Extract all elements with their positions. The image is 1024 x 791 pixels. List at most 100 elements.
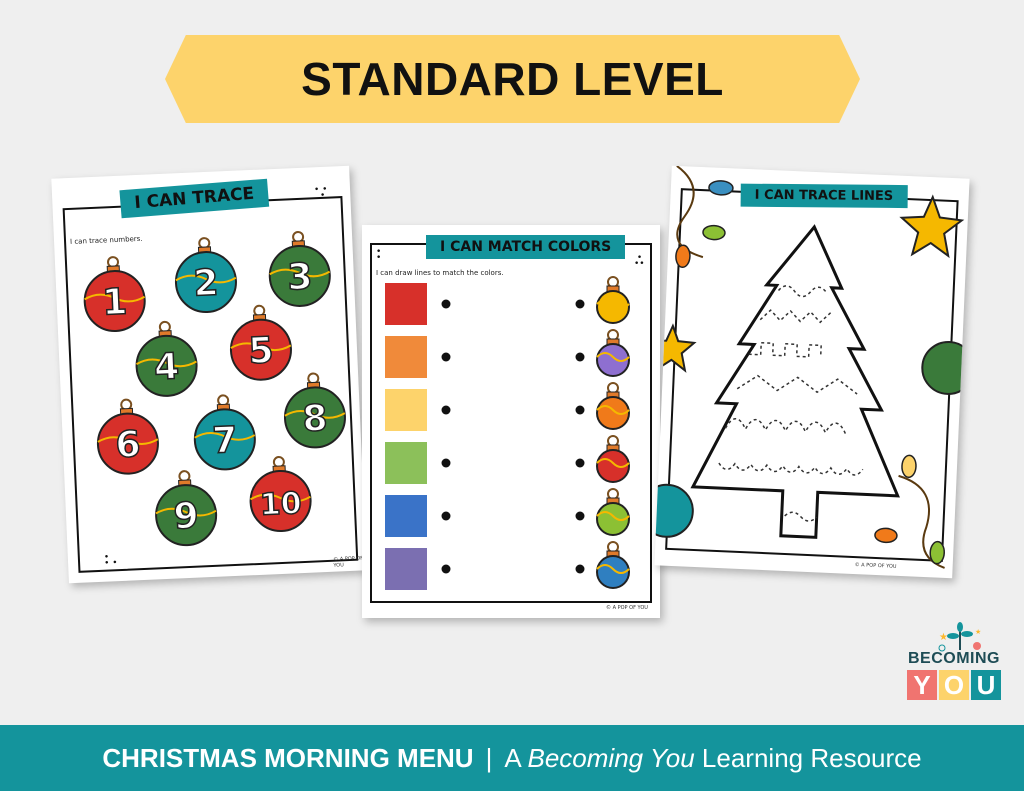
trace-number: 6 bbox=[115, 424, 142, 466]
ornament-wave bbox=[596, 511, 630, 521]
ornament-wave bbox=[97, 436, 159, 445]
footer-prefix: A bbox=[504, 742, 528, 773]
light-bulb-icon bbox=[702, 224, 726, 241]
color-ornament bbox=[596, 382, 630, 430]
trace-number: 1 bbox=[101, 282, 128, 324]
light-bulb-icon bbox=[901, 454, 917, 479]
ornament-wave bbox=[155, 507, 217, 517]
star-icon bbox=[899, 194, 965, 259]
number-ornament: 2 bbox=[174, 237, 237, 314]
ornament-wave bbox=[596, 405, 630, 415]
logo-letter: U bbox=[971, 670, 1001, 700]
becoming-you-logo: ★ ★ BECOMING Y O U bbox=[905, 622, 1005, 702]
number-ornament: 4 bbox=[135, 320, 198, 397]
ornament-wave bbox=[596, 564, 630, 574]
color-ornament bbox=[596, 541, 630, 589]
ornament-ball bbox=[193, 408, 256, 471]
sheet-instruction: I can draw lines to match the colors. bbox=[376, 269, 504, 277]
ornament-wave bbox=[269, 268, 331, 278]
footer-separator: | bbox=[485, 742, 493, 773]
trace-number: 9 bbox=[173, 496, 200, 538]
dots-decoration: • • bbox=[376, 247, 382, 263]
number-ornament: 6 bbox=[96, 398, 159, 475]
worksheet-trace-numbers: I CAN TRACE I can trace numbers. • • • •… bbox=[51, 165, 367, 584]
number-ornament: 8 bbox=[283, 372, 346, 449]
ornaments-group: 1 2 3 4 5 6 7 8 9 10 bbox=[83, 230, 346, 547]
ornament-wave bbox=[596, 458, 630, 468]
ornament-ball bbox=[174, 251, 237, 314]
sheet-title: I CAN MATCH COLORS bbox=[426, 235, 626, 259]
footer-title: CHRISTMAS MORNING MENU bbox=[102, 742, 474, 773]
footer-brand: Becoming You bbox=[527, 742, 695, 773]
trace-number: 5 bbox=[248, 330, 275, 372]
match-dot bbox=[441, 564, 451, 574]
ornament-ball bbox=[283, 386, 346, 449]
trace-number: 4 bbox=[153, 346, 180, 388]
copyright: © A POP OF YOU bbox=[606, 605, 648, 611]
worksheet-match-colors: I CAN MATCH COLORS I can draw lines to m… bbox=[362, 225, 660, 618]
match-dot bbox=[441, 458, 451, 468]
ornament-ball bbox=[249, 469, 312, 532]
ornament-wave bbox=[135, 358, 197, 368]
match-dot bbox=[441, 352, 451, 362]
color-swatch bbox=[385, 548, 427, 590]
match-dot bbox=[441, 511, 451, 521]
number-ornament: 5 bbox=[229, 304, 292, 381]
light-bulb-icon bbox=[874, 527, 898, 544]
ornament-ball bbox=[96, 412, 159, 475]
ornament-wave bbox=[284, 410, 346, 419]
ornament-ball bbox=[268, 244, 331, 307]
worksheet-trace-lines: I CAN TRACE LINES © A POP OF YOU bbox=[654, 165, 970, 579]
logo-letter: O bbox=[939, 670, 969, 700]
number-ornament: 7 bbox=[193, 394, 256, 471]
dots-decoration: • •• bbox=[634, 253, 645, 269]
light-bulb-icon bbox=[675, 244, 691, 269]
trace-number: 2 bbox=[193, 263, 220, 305]
ornament-wave bbox=[230, 342, 292, 352]
match-dot bbox=[575, 405, 585, 415]
ornament-ball bbox=[155, 484, 218, 547]
logo-word: BECOMING bbox=[908, 650, 1000, 667]
color-ornament bbox=[596, 276, 630, 324]
level-title: STANDARD LEVEL bbox=[301, 53, 724, 105]
match-dot bbox=[575, 511, 585, 521]
star-icon bbox=[654, 323, 697, 373]
match-dot bbox=[575, 564, 585, 574]
color-swatch bbox=[385, 283, 427, 325]
trace-number: 3 bbox=[286, 256, 313, 298]
match-dot bbox=[575, 352, 585, 362]
match-dot bbox=[575, 299, 585, 309]
svg-text:★: ★ bbox=[939, 632, 948, 643]
color-swatch bbox=[385, 442, 427, 484]
match-dot bbox=[575, 458, 585, 468]
color-ornament bbox=[596, 488, 630, 536]
ornament-icon bbox=[654, 483, 694, 538]
ornament-wave bbox=[194, 432, 256, 441]
number-ornament: 10 bbox=[249, 456, 312, 532]
logo-letter: Y bbox=[907, 670, 937, 700]
light-bulb-icon bbox=[929, 540, 945, 565]
ornament-icon bbox=[921, 340, 970, 395]
number-ornament: 3 bbox=[268, 230, 331, 307]
svg-text:★: ★ bbox=[975, 628, 981, 636]
ornament-wave bbox=[596, 299, 630, 309]
match-dot bbox=[441, 405, 451, 415]
sprout-icon: ★ ★ bbox=[938, 622, 981, 652]
color-ornament bbox=[596, 435, 630, 483]
ornament-wave bbox=[249, 493, 311, 503]
ornament-wave bbox=[84, 293, 146, 303]
number-ornament: 9 bbox=[155, 470, 218, 547]
tree-outline bbox=[690, 224, 900, 539]
trace-number: 7 bbox=[211, 420, 238, 462]
footer-suffix: Learning Resource bbox=[694, 742, 922, 773]
number-ornament: 1 bbox=[83, 256, 146, 333]
ornament-ball bbox=[229, 318, 292, 381]
color-ornament bbox=[596, 329, 630, 377]
ornament-ball bbox=[135, 334, 198, 397]
color-swatch bbox=[385, 389, 427, 431]
christmas-tree-tracing bbox=[654, 165, 970, 569]
ornament-wave bbox=[175, 274, 237, 284]
trace-number: 10 bbox=[259, 486, 302, 523]
light-bulb-icon bbox=[708, 180, 734, 196]
footer-bar: CHRISTMAS MORNING MENU | A Becoming You … bbox=[0, 725, 1024, 791]
